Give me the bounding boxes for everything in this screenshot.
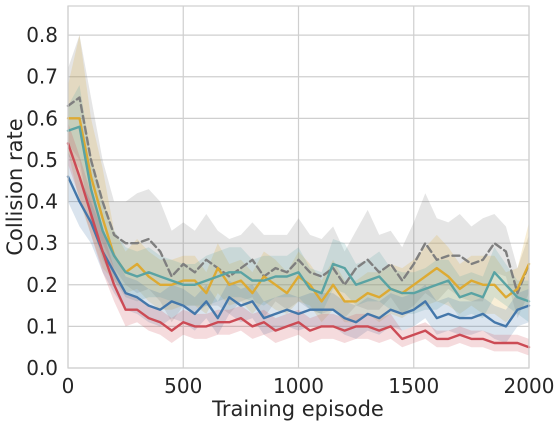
series-lines	[66, 96, 531, 349]
y-tick-label: 0.6	[26, 106, 58, 130]
x-tick-label: 0	[62, 374, 75, 398]
grid	[67, 6, 530, 369]
series-line-4	[66, 175, 531, 328]
y-tick-label: 0.1	[26, 314, 58, 338]
x-tick-label: 2000	[504, 374, 555, 398]
y-tick-label: 0.3	[26, 231, 58, 255]
x-tick-label: 500	[164, 374, 202, 398]
y-tick-label: 0.0	[26, 356, 58, 380]
series-band-1	[68, 35, 529, 323]
x-tick-label: 1500	[388, 374, 439, 398]
y-tick-label: 0.2	[26, 273, 58, 297]
series-line-5	[66, 142, 531, 349]
series-line-2	[66, 117, 531, 303]
tick-labels: 0 500 1000 1500 2000 0.0 0.1 0.2 0.3 0.4 0.5 0.6 0.7…	[26, 23, 554, 398]
y-tick-label: 0.8	[26, 23, 58, 47]
y-tick-label: 0.4	[26, 190, 58, 214]
y-tick-label: 0.7	[26, 65, 58, 89]
x-axis-label: Training episode	[211, 397, 384, 421]
series-line-3	[66, 125, 531, 303]
series-band-4	[68, 151, 529, 343]
series-band-5	[68, 122, 529, 356]
y-tick-label: 0.5	[26, 148, 58, 172]
series-band-2	[68, 35, 529, 323]
plot-frame	[67, 5, 530, 369]
series-line-1	[66, 96, 531, 295]
y-axis-label: Collision rate	[3, 118, 27, 255]
x-tick-label: 1000	[273, 374, 324, 398]
